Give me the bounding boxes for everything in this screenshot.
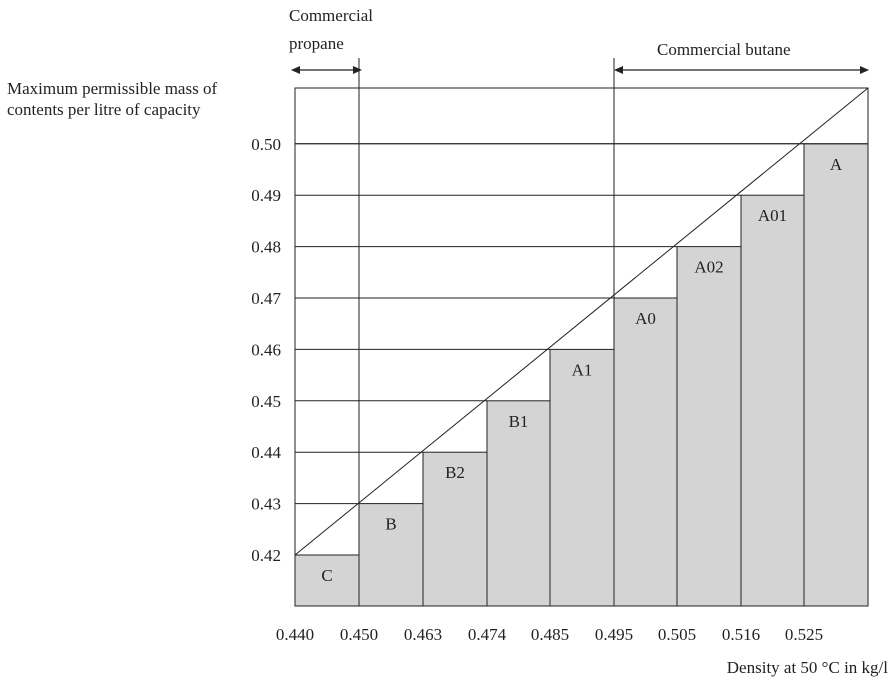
- bar-b1: [486, 400, 551, 607]
- y-tick-label: 0.48: [251, 238, 281, 257]
- bar-label-a: A: [830, 155, 843, 174]
- x-tick-label: 0.495: [595, 625, 633, 644]
- x-tick-label: 0.474: [468, 625, 507, 644]
- bar-a01: [740, 194, 805, 607]
- x-tick-label: 0.485: [531, 625, 569, 644]
- bar-a0: [613, 297, 678, 607]
- propane-label-line2: propane: [289, 34, 344, 53]
- x-tick-label: 0.450: [340, 625, 378, 644]
- plot-frame: [294, 87, 869, 607]
- x-tick-label: 0.525: [785, 625, 823, 644]
- y-tick-label: 0.42: [251, 546, 281, 565]
- y-tick-label: 0.49: [251, 186, 281, 205]
- bar-label-a01: A01: [758, 206, 787, 225]
- bar-a02: [676, 246, 742, 607]
- bar-label-b: B: [385, 515, 396, 534]
- diagonal-line: [294, 87, 869, 556]
- bar-b2: [422, 451, 488, 607]
- bar-label-a0: A0: [635, 309, 656, 328]
- y-tick-label: 0.46: [251, 340, 281, 359]
- butane-label: Commercial butane: [657, 40, 791, 59]
- propane-label-line1: Commercial: [289, 6, 373, 25]
- bar-label-a02: A02: [694, 258, 723, 277]
- bar-a: [803, 143, 869, 607]
- y-tick-label: 0.47: [251, 289, 281, 308]
- y-tick-label: 0.44: [251, 443, 281, 462]
- x-tick-label: 0.505: [658, 625, 696, 644]
- y-tick-label: 0.45: [251, 392, 281, 411]
- propane-range-arrow: [291, 66, 362, 74]
- x-axis-label: Density at 50 °C in kg/l: [727, 658, 888, 677]
- y-tick-label: 0.43: [251, 495, 281, 514]
- bar-label-b1: B1: [509, 412, 529, 431]
- bar-label-b2: B2: [445, 463, 465, 482]
- y-axis-label-line1: Maximum permissible mass of: [7, 79, 217, 98]
- x-tick-label: 0.440: [276, 625, 314, 644]
- y-axis-label-line2: contents per litre of capacity: [7, 100, 201, 119]
- bar-label-a1: A1: [572, 360, 593, 379]
- y-tick-label: 0.50: [251, 135, 281, 154]
- bar-label-c: C: [321, 566, 332, 585]
- bar-b: [358, 503, 424, 607]
- x-tick-label: 0.463: [404, 625, 442, 644]
- x-tick-label: 0.516: [722, 625, 760, 644]
- butane-range-arrow: [614, 66, 869, 74]
- bar-a1: [549, 348, 615, 607]
